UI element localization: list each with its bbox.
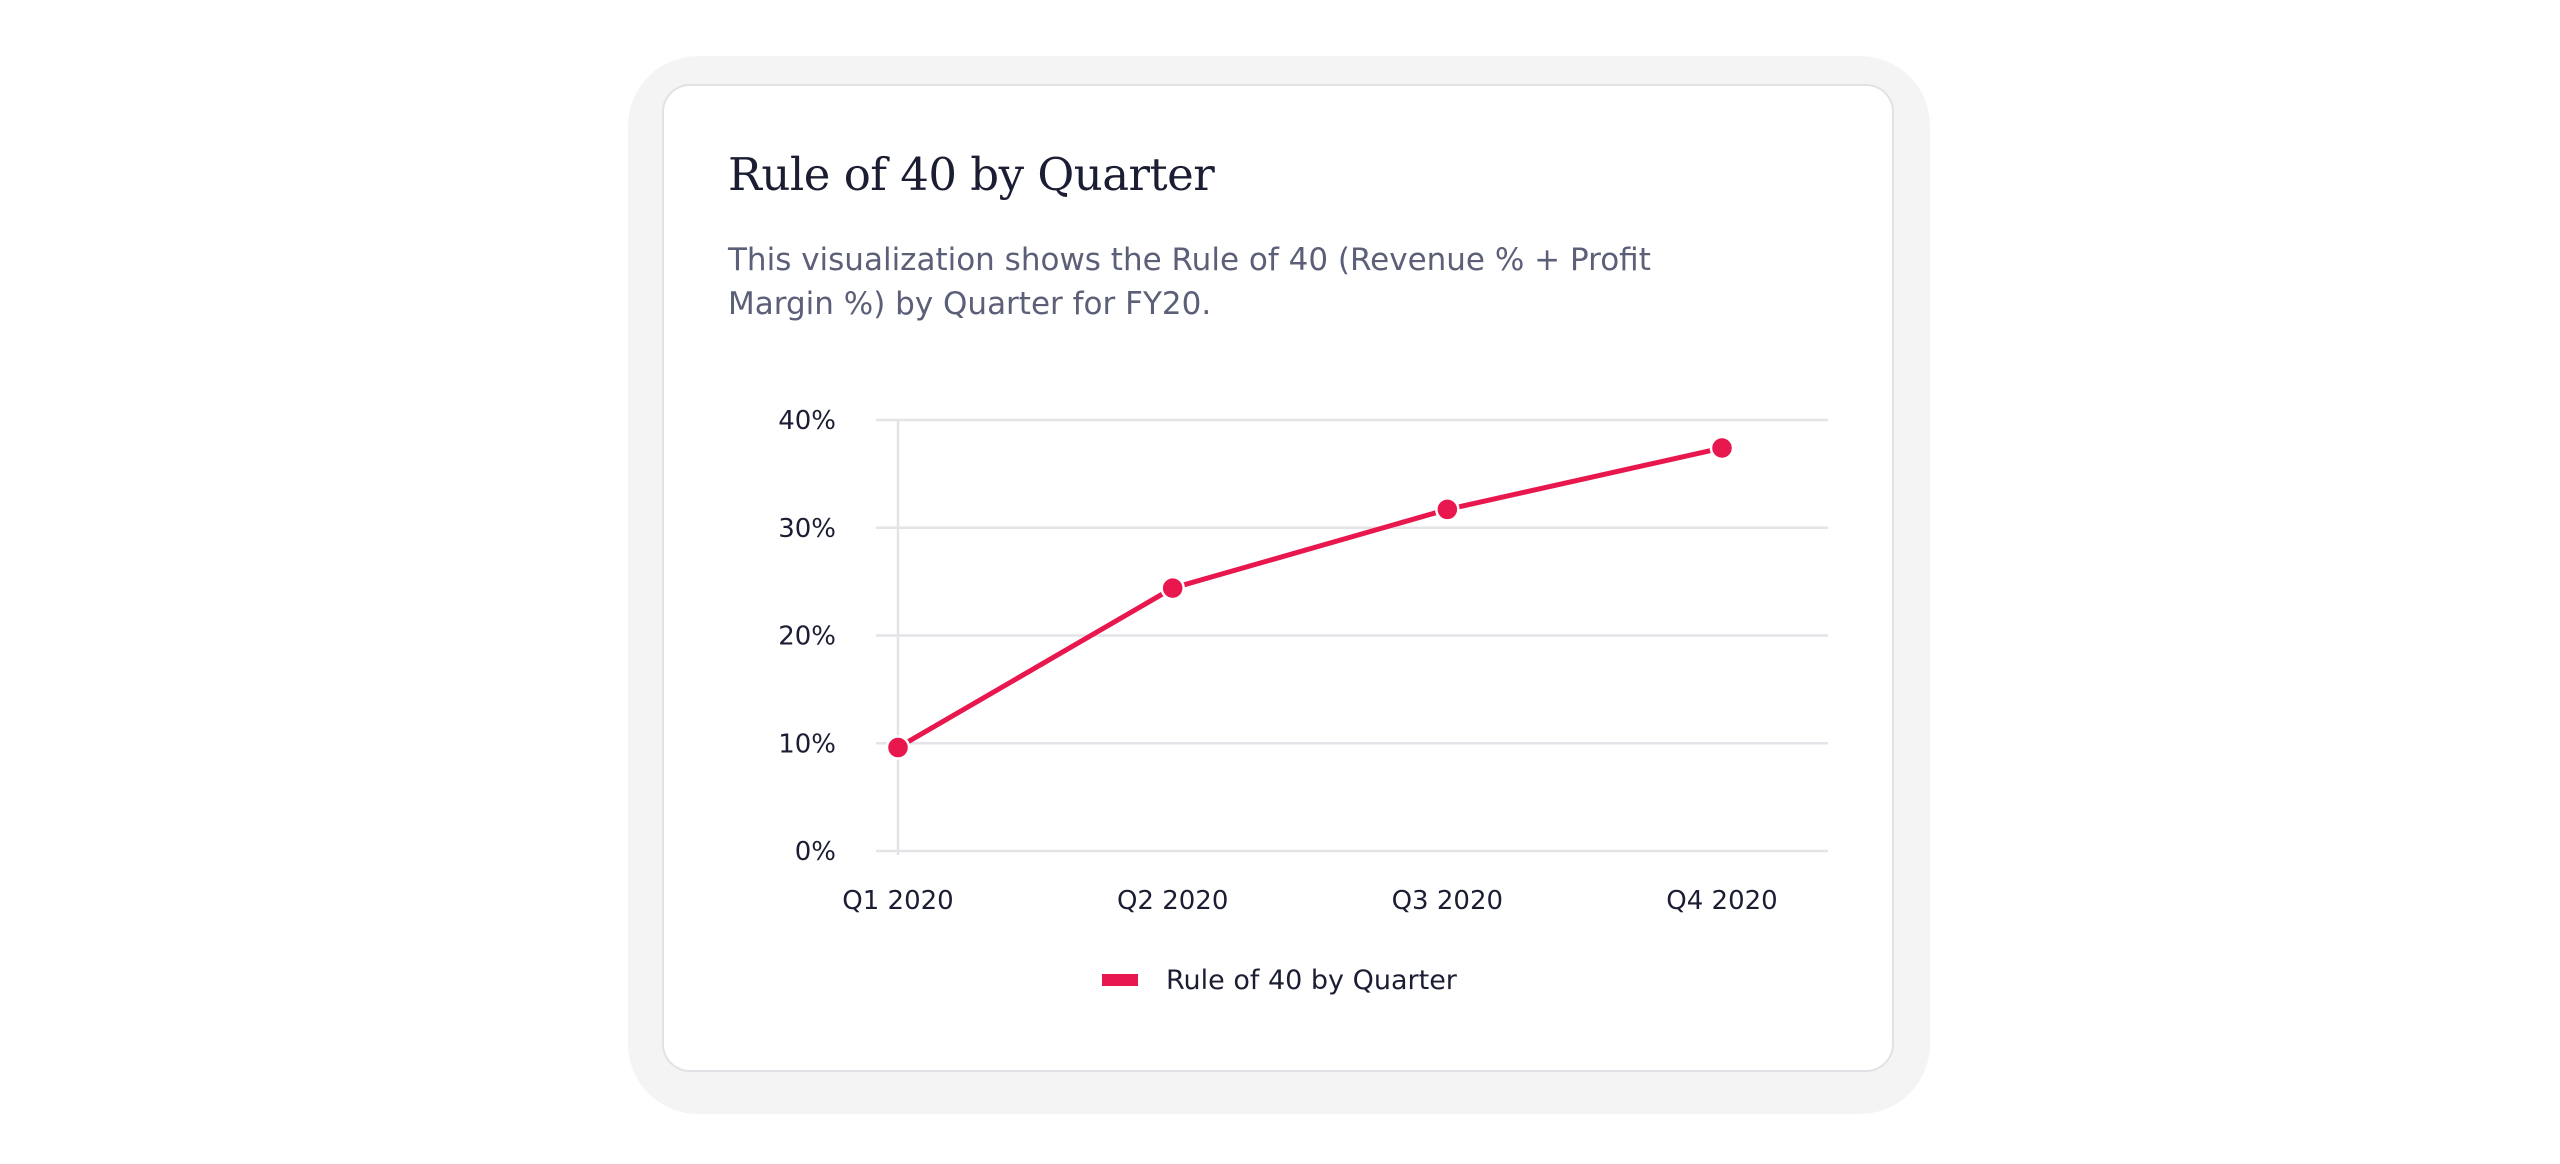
y-tick-label: 30% bbox=[778, 514, 836, 544]
y-tick-label: 0% bbox=[795, 837, 836, 867]
x-tick-label: Q3 2020 bbox=[1392, 886, 1503, 916]
data-point bbox=[1435, 497, 1460, 522]
x-axis-tick-labels: Q1 2020 Q2 2020 Q3 2020 Q4 2020 bbox=[842, 886, 1777, 916]
y-tick-label: 40% bbox=[778, 406, 836, 436]
chart-card bbox=[662, 84, 1894, 1072]
x-tick-label: Q1 2020 bbox=[842, 886, 953, 916]
data-point bbox=[1160, 575, 1185, 601]
legend-label: Rule of 40 by Quarter bbox=[1166, 964, 1457, 996]
series-rule-of-40 bbox=[885, 435, 1735, 760]
chart-title: Rule of 40 by Quarter bbox=[728, 148, 1215, 201]
series-line bbox=[895, 445, 1725, 751]
gridlines bbox=[876, 418, 1828, 853]
y-tick-label: 10% bbox=[778, 729, 836, 759]
x-tick-label: Q2 2020 bbox=[1117, 886, 1228, 916]
data-point bbox=[885, 735, 911, 760]
y-axis-tick-labels: 0% 10% 20% 30% 40% bbox=[778, 406, 836, 867]
chart-legend[interactable]: Rule of 40 by Quarter bbox=[1102, 960, 1457, 1000]
x-tick-label: Q4 2020 bbox=[1666, 886, 1777, 916]
legend-swatch bbox=[1102, 974, 1138, 986]
chart-description: This visualization shows the Rule of 40 … bbox=[728, 242, 1651, 322]
data-point bbox=[1709, 435, 1735, 461]
y-tick-label: 20% bbox=[778, 622, 836, 652]
